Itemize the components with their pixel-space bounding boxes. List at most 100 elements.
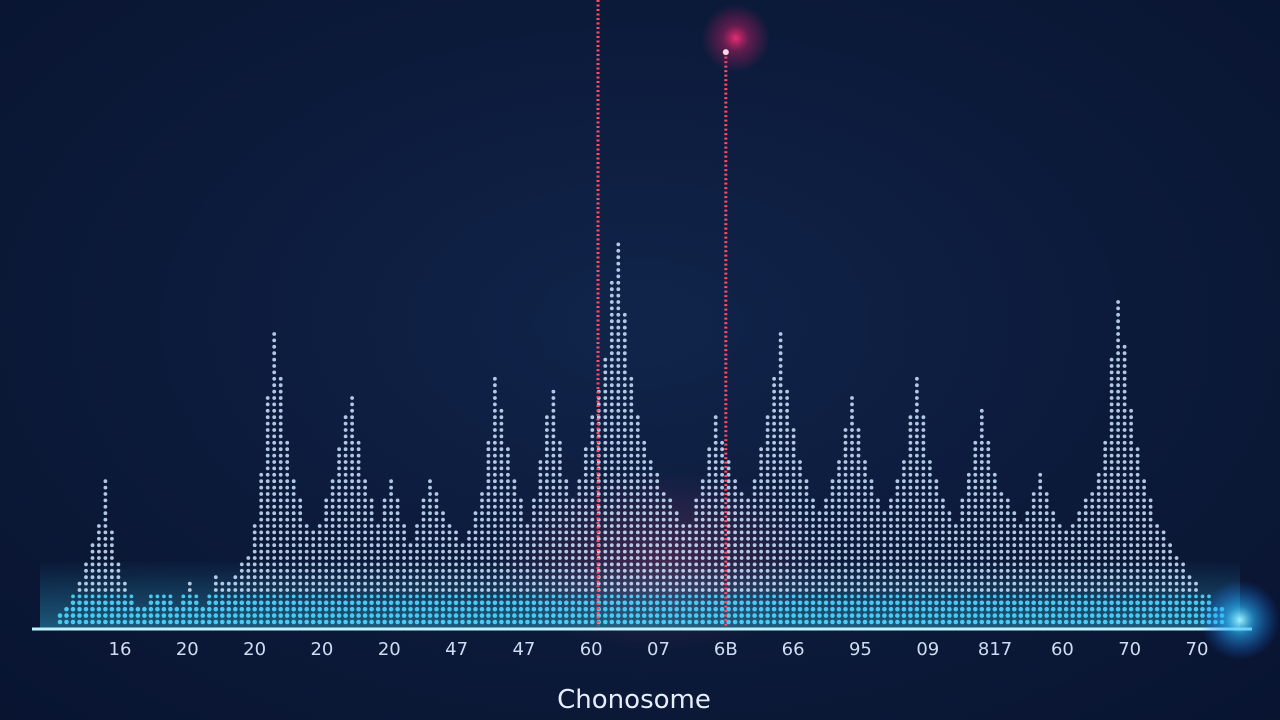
data-dot (979, 568, 984, 573)
data-dot (499, 472, 504, 477)
data-dot (518, 606, 524, 612)
data-dot (1180, 619, 1186, 625)
data-dot (979, 408, 984, 413)
data-dot (278, 581, 283, 586)
data-dot (506, 575, 510, 580)
data-dot (759, 485, 763, 490)
data-dot (863, 568, 867, 573)
data-dot (278, 434, 283, 439)
data-dot (609, 383, 614, 388)
data-dot (512, 543, 517, 548)
data-dot (265, 543, 270, 548)
data-dot (778, 351, 783, 356)
data-dot (1083, 606, 1088, 612)
data-dot (330, 581, 335, 586)
data-dot (876, 511, 880, 516)
data-dot (1070, 594, 1075, 599)
data-dot (863, 466, 867, 471)
data-dot (1025, 511, 1030, 516)
data-dot (928, 543, 932, 548)
data-dot (110, 549, 114, 554)
dot-column (1096, 472, 1101, 625)
data-dot (811, 556, 815, 560)
data-dot (499, 562, 504, 567)
data-dot (434, 568, 439, 573)
dot-column (473, 511, 478, 625)
data-dot (940, 613, 946, 618)
data-dot (915, 504, 919, 509)
data-dot (720, 504, 724, 509)
data-dot (830, 511, 835, 516)
data-dot (791, 556, 796, 560)
data-dot (493, 479, 497, 484)
data-dot (1200, 594, 1205, 599)
data-dot (876, 504, 880, 509)
data-dot (1077, 530, 1082, 535)
data-dot (629, 421, 634, 426)
data-dot (84, 568, 88, 573)
data-dot (1031, 613, 1036, 618)
data-dot (752, 549, 757, 554)
data-dot (376, 556, 380, 560)
data-dot (843, 524, 848, 528)
data-dot (960, 600, 965, 606)
data-dot (258, 613, 264, 618)
data-dot (1142, 543, 1146, 548)
data-dot (908, 606, 913, 612)
data-dot (427, 606, 433, 612)
data-dot (992, 588, 997, 592)
data-dot (1122, 479, 1127, 484)
data-dot (1148, 575, 1153, 580)
data-dot (1031, 536, 1036, 541)
data-dot (674, 619, 679, 625)
data-dot (1109, 389, 1114, 394)
data-dot (460, 619, 465, 625)
data-dot (519, 504, 523, 509)
data-dot (317, 568, 322, 573)
data-dot (77, 600, 82, 606)
data-dot (1018, 543, 1023, 548)
data-dot (1025, 613, 1030, 618)
data-dot (603, 447, 608, 452)
data-dot (1103, 581, 1108, 586)
data-dot (765, 466, 770, 471)
data-dot (116, 594, 121, 599)
data-dot (629, 383, 634, 388)
data-dot (707, 556, 712, 560)
data-dot (343, 530, 348, 535)
data-dot (356, 498, 361, 503)
data-dot (525, 613, 530, 618)
dot-column (349, 396, 355, 625)
data-dot (493, 408, 497, 413)
data-dot (713, 415, 718, 420)
data-dot (947, 606, 952, 612)
data-dot (1089, 613, 1095, 618)
data-dot (635, 428, 640, 432)
data-dot (752, 606, 757, 612)
data-dot (694, 562, 699, 567)
data-dot (629, 588, 634, 592)
data-dot (843, 472, 848, 477)
data-dot (739, 524, 744, 528)
data-dot (103, 511, 108, 516)
data-dot (363, 594, 367, 599)
data-dot (1070, 619, 1075, 625)
data-dot (1116, 556, 1120, 560)
data-dot (707, 460, 712, 464)
data-dot (382, 511, 387, 516)
data-dot (278, 453, 283, 458)
dot-column (330, 479, 335, 625)
data-dot (707, 485, 712, 490)
data-dot (966, 562, 971, 567)
data-dot (590, 556, 595, 560)
data-dot (271, 606, 277, 612)
data-dot (733, 581, 737, 586)
data-dot (1116, 389, 1120, 394)
data-dot (622, 421, 627, 426)
data-dot (914, 613, 920, 618)
data-dot (648, 581, 653, 586)
data-dot (655, 479, 660, 484)
data-dot (616, 511, 621, 516)
data-dot (110, 588, 114, 592)
data-dot (804, 556, 809, 560)
